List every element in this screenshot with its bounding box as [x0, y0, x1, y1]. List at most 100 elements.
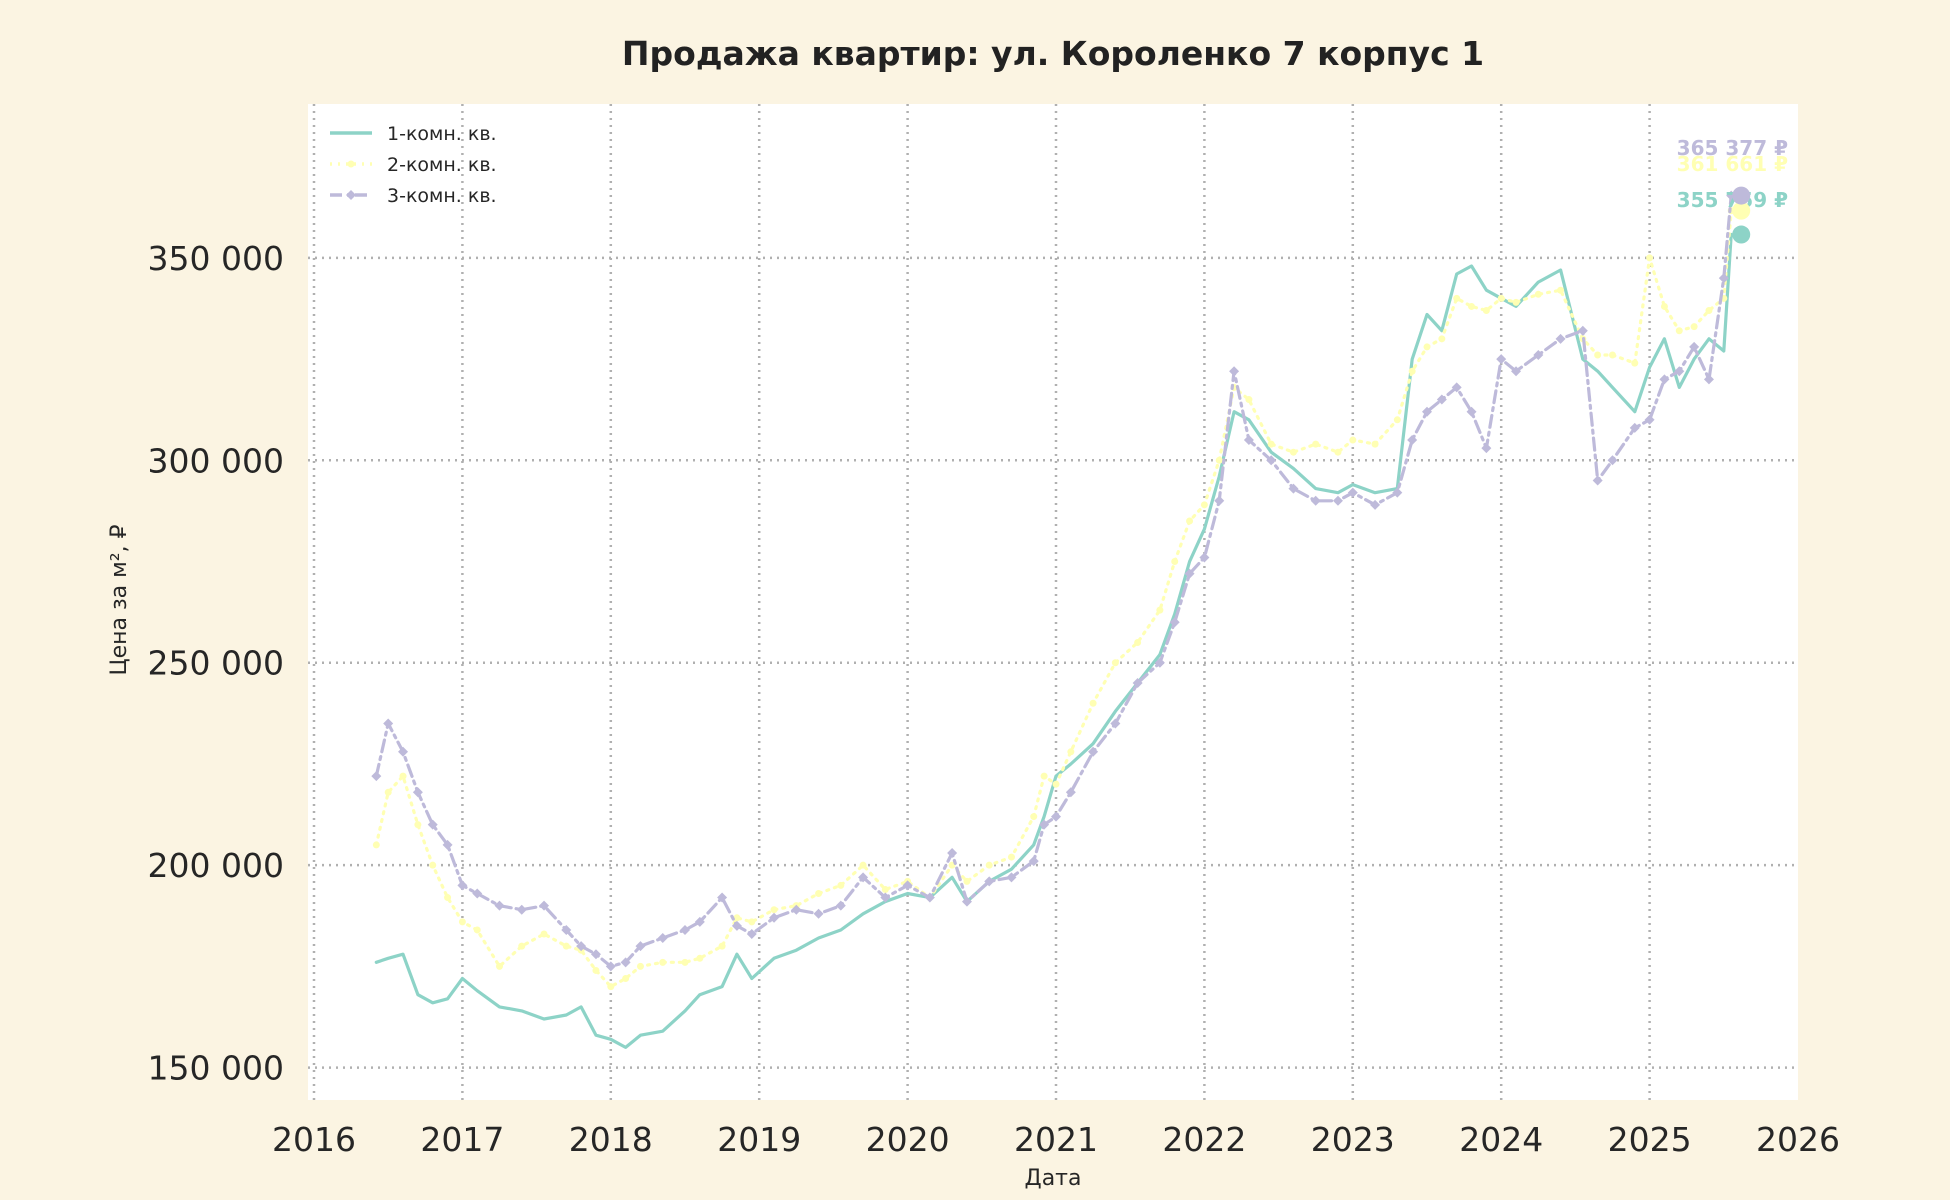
- data-point: [383, 718, 394, 729]
- x-tick-label: 2024: [1459, 1120, 1543, 1159]
- data-point: [1067, 748, 1075, 756]
- data-point: [1065, 787, 1076, 798]
- legend-label: 3-комн. кв.: [387, 185, 497, 207]
- data-point: [1229, 366, 1240, 377]
- data-point: [427, 819, 438, 830]
- data-point: [1675, 327, 1683, 335]
- y-tick-label: 250 000: [148, 644, 284, 683]
- data-point: [1051, 811, 1061, 822]
- data-point: [457, 880, 468, 891]
- data-point: [681, 958, 689, 966]
- data-point: [1466, 406, 1477, 417]
- data-point: [835, 900, 846, 911]
- data-point: [1512, 298, 1520, 306]
- data-point: [1312, 440, 1320, 448]
- data-point: [770, 906, 778, 914]
- data-point: [1199, 552, 1210, 563]
- data-point: [414, 821, 422, 829]
- data-point: [384, 788, 392, 796]
- x-tick-label: 2019: [717, 1120, 801, 1159]
- data-point: [659, 958, 667, 966]
- data-point: [902, 880, 913, 891]
- data-point: [1156, 606, 1164, 614]
- data-point: [622, 975, 630, 983]
- data-point: [1423, 343, 1431, 351]
- series-3: [371, 190, 1737, 972]
- data-point: [657, 933, 668, 944]
- y-tick-label: 300 000: [148, 441, 284, 480]
- data-point: [1006, 872, 1017, 883]
- data-point: [791, 904, 802, 915]
- data-point: [1718, 273, 1729, 284]
- y-tick-label: 150 000: [148, 1049, 284, 1088]
- data-point: [1310, 495, 1321, 506]
- data-point: [1468, 302, 1476, 310]
- grid: [308, 104, 1798, 1100]
- data-point: [1334, 448, 1342, 456]
- data-point: [473, 926, 481, 934]
- data-point: [985, 861, 993, 869]
- data-point: [590, 949, 601, 960]
- data-point: [607, 983, 615, 991]
- data-point: [680, 924, 690, 935]
- end-labels: 355 759 ₽ 361 661 ₽365 377 ₽: [1677, 136, 1788, 244]
- data-point: [399, 772, 407, 780]
- data-point: [1332, 495, 1343, 506]
- data-point: [539, 900, 550, 911]
- data-point: [371, 771, 382, 782]
- data-point: [1408, 367, 1416, 375]
- data-point: [859, 861, 867, 869]
- data-point: [1497, 294, 1505, 302]
- data-point: [1111, 659, 1119, 667]
- data-point: [1392, 487, 1403, 498]
- data-point: [694, 916, 705, 927]
- data-point: [1594, 351, 1602, 359]
- data-point: [1703, 374, 1714, 385]
- data-point: [1186, 517, 1194, 525]
- data-point: [1659, 374, 1670, 385]
- data-point: [1154, 657, 1165, 668]
- data-point: [576, 941, 587, 952]
- data-point: [837, 881, 845, 889]
- data-point: [881, 885, 889, 893]
- data-point: [1393, 416, 1401, 424]
- x-axis-ticks: 2016 2017 2018 2019 2020 2021 2022 2023 2024 2025…: [272, 1120, 1840, 1159]
- data-point: [442, 839, 453, 850]
- data-point: [769, 912, 780, 923]
- data-point: [1481, 443, 1492, 454]
- data-point: [1245, 396, 1253, 404]
- legend-label: 2-комн. кв.: [387, 154, 497, 176]
- series-layer: [371, 190, 1737, 1050]
- data-point: [1644, 414, 1655, 425]
- data-point: [605, 961, 616, 972]
- data-point: [1089, 699, 1097, 707]
- data-point: [636, 962, 644, 970]
- data-point: [1243, 435, 1254, 446]
- data-point: [1631, 359, 1639, 367]
- x-axis-label: Дата: [1025, 1166, 1082, 1191]
- data-point: [1533, 350, 1544, 361]
- data-point: [1496, 354, 1507, 365]
- end-value-label: 355 759 ₽: [1677, 188, 1788, 212]
- data-point: [924, 892, 935, 903]
- data-point: [1689, 341, 1700, 352]
- x-tick-label: 2020: [866, 1120, 950, 1159]
- data-point: [1200, 501, 1208, 509]
- data-point: [635, 941, 646, 952]
- data-point: [1267, 440, 1275, 448]
- data-point: [1438, 335, 1446, 343]
- data-point: [1134, 638, 1142, 646]
- data-point: [1577, 325, 1588, 336]
- data-point: [562, 942, 570, 950]
- data-point: [496, 962, 503, 970]
- chart-title: Продажа квартир: ул. Короленко 7 корпус …: [622, 34, 1484, 73]
- data-point: [592, 966, 600, 974]
- data-point: [1288, 483, 1299, 494]
- data-point: [1690, 323, 1698, 331]
- data-point: [1674, 366, 1685, 377]
- data-point: [1407, 435, 1418, 446]
- x-tick-label: 2023: [1311, 1120, 1395, 1159]
- data-point: [518, 942, 526, 950]
- data-point: [561, 924, 572, 935]
- x-tick-label: 2016: [272, 1120, 356, 1159]
